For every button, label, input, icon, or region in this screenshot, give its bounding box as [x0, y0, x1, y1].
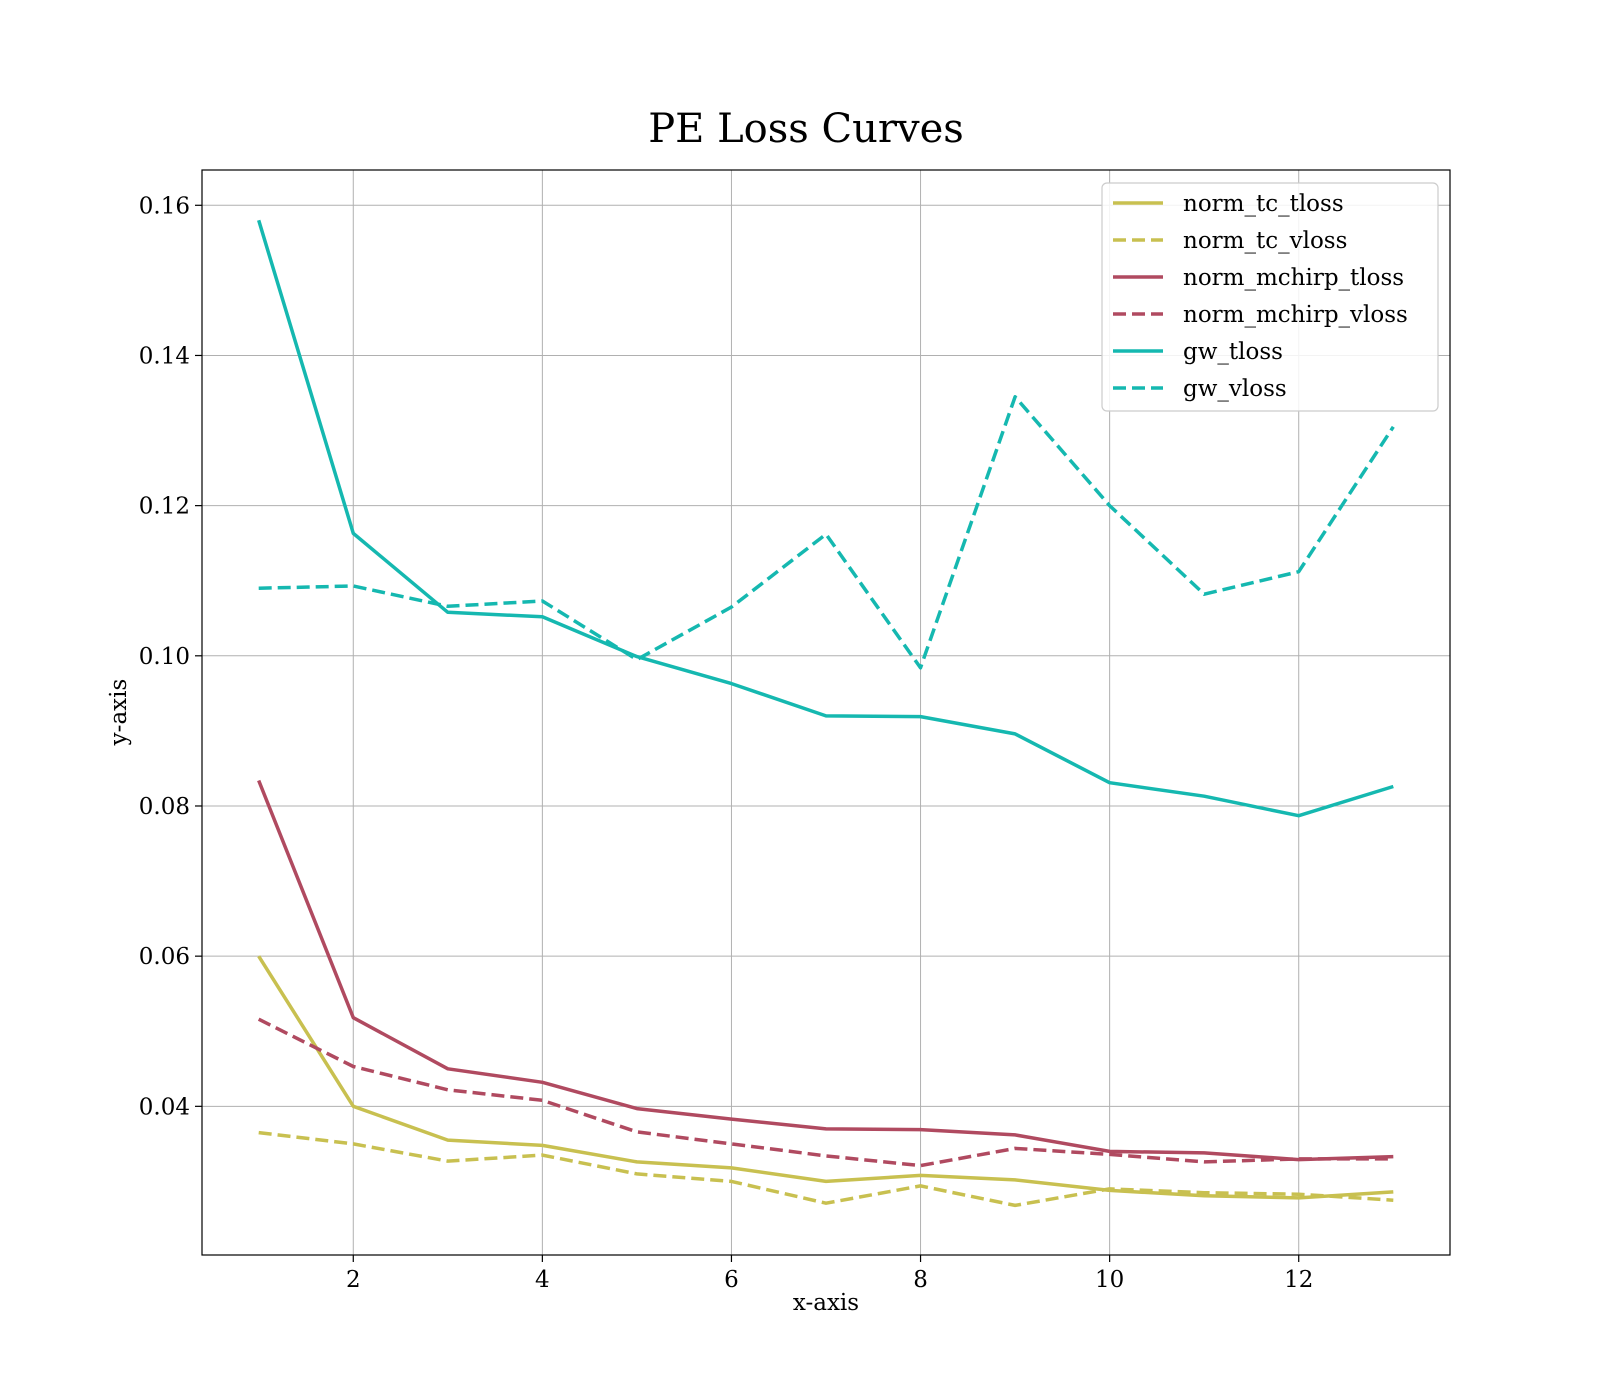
series-lines	[257, 219, 1395, 1208]
legend-label: norm_tc_tloss	[1183, 191, 1344, 217]
legend-label: gw_vloss	[1183, 376, 1287, 402]
y-tick-label: 0.16	[139, 193, 190, 219]
series-line-gw-tloss	[257, 219, 1394, 818]
x-tick-label: 6	[724, 1267, 739, 1293]
x-tick-label: 8	[913, 1267, 928, 1293]
legend: norm_tc_tloss norm_tc_vloss norm_mchirp_tl…	[1101, 182, 1439, 412]
series-line-gw-vloss	[258, 395, 1395, 670]
plot-frame	[201, 169, 1451, 1256]
series-line-norm-tc-vloss	[258, 1130, 1394, 1208]
x-tick-label: 2	[346, 1267, 361, 1293]
y-tick-label: 0.14	[139, 343, 190, 369]
series-line-norm-tc-tloss	[257, 955, 1394, 1200]
chart-title: PE Loss Curves	[648, 106, 964, 152]
series-line-norm-mchirp-vloss	[257, 1017, 1394, 1168]
y-tick-label: 0.10	[139, 644, 190, 670]
series-line-norm-mchirp-tloss	[257, 779, 1394, 1162]
x-axis-label: x-axis	[793, 1290, 859, 1316]
y-tick-label: 0.04	[139, 1094, 190, 1120]
legend-box	[1101, 182, 1439, 412]
legend-label: gw_tloss	[1183, 339, 1283, 365]
legend-label: norm_mchirp_tloss	[1183, 265, 1404, 291]
y-axis-label: y-axis	[106, 679, 132, 747]
legend-label: norm_mchirp_vloss	[1183, 302, 1408, 328]
y-tick-label: 0.12	[139, 494, 190, 520]
legend-label: norm_tc_vloss	[1183, 228, 1347, 254]
y-tick-label: 0.08	[139, 794, 190, 820]
x-tick-label: 12	[1284, 1267, 1313, 1293]
x-tick-label: 4	[535, 1267, 550, 1293]
x-tick-label: 10	[1095, 1267, 1124, 1293]
y-tick-label: 0.06	[139, 944, 190, 970]
axis-ticks: 2 4 6 8 10 12 0.04 0.06 0.08 0.10 0.12 0.14 0.16	[139, 193, 1314, 1293]
